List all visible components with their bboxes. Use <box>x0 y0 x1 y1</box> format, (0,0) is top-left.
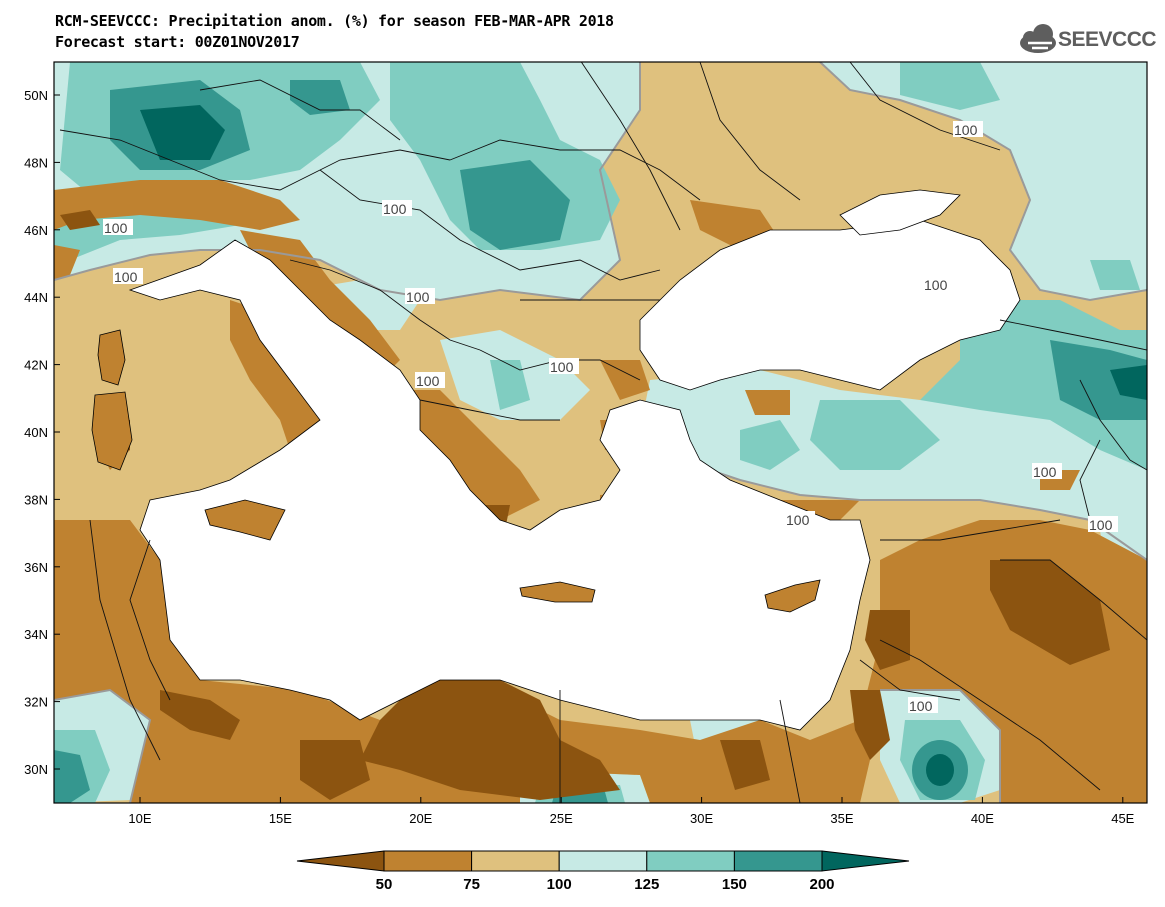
colorbar <box>296 850 910 872</box>
colorbar-box <box>558 850 648 872</box>
contour-label: 100 <box>909 698 933 714</box>
lat-label: 48N <box>24 155 48 170</box>
map-field: 100 100 100 100 100 100 100 100 100 100 … <box>54 62 1147 803</box>
colorbar-label: 75 <box>463 876 480 893</box>
contour-label: 100 <box>550 359 574 375</box>
lat-label: 30N <box>24 762 48 777</box>
longitude-axis: 10E 15E 20E 25E 30E 35E 40E 45E <box>128 797 1135 826</box>
lat-label: 46N <box>24 223 48 238</box>
lat-label: 40N <box>24 425 48 440</box>
lat-label: 36N <box>24 560 48 575</box>
contour-label: 100 <box>954 122 978 138</box>
lat-label: 42N <box>24 358 48 373</box>
logo-text: SEEVCCC <box>1058 28 1157 51</box>
colorbar-label: 100 <box>546 876 572 893</box>
lon-label: 25E <box>550 811 573 826</box>
colorbar-label: 50 <box>375 876 393 893</box>
colorbar-label: 125 <box>634 876 660 893</box>
lat-label: 44N <box>24 290 48 305</box>
lat-label: 34N <box>24 627 48 642</box>
lon-label: 30E <box>690 811 713 826</box>
latitude-axis: 50N 48N 46N 44N 42N 40N 38N 36N 34N 32N 30N <box>24 88 60 777</box>
colorbar-box <box>471 850 560 872</box>
lon-label: 15E <box>269 811 292 826</box>
contour-label: 100 <box>383 201 407 217</box>
lon-label: 40E <box>971 811 994 826</box>
colorbar-under-triangle <box>296 850 385 872</box>
lon-label: 45E <box>1111 811 1134 826</box>
lon-label: 20E <box>409 811 432 826</box>
contour-label: 100 <box>416 373 440 389</box>
contour-label: 100 <box>104 220 128 236</box>
lon-label: 35E <box>830 811 853 826</box>
lat-label: 38N <box>24 492 48 507</box>
colorbar-label: 200 <box>809 876 835 893</box>
cloud-icon <box>1020 24 1056 53</box>
forecast-start-label: Forecast start: 00Z01NOV2017 <box>55 33 300 51</box>
contour-label: 100 <box>1089 517 1113 533</box>
contour-label: 100 <box>114 269 138 285</box>
contour-label: 100 <box>786 512 810 528</box>
anomaly-200-plus-zones <box>140 105 1147 786</box>
contour-label: 100 <box>1033 464 1057 480</box>
colorbar-box <box>646 850 735 872</box>
colorbar-label: 150 <box>721 876 747 893</box>
contour-label: 100 <box>924 277 948 293</box>
lat-label: 32N <box>24 695 48 710</box>
lat-label: 50N <box>24 88 48 103</box>
colorbar-box <box>733 850 823 872</box>
islands <box>91 329 821 613</box>
contour-labels: 100 100 100 100 100 100 100 100 100 100 … <box>103 121 1118 714</box>
sea-areas <box>128 189 1021 731</box>
country-borders <box>59 62 1147 803</box>
map-title: RCM-SEEVCCC: Precipitation anom. (%) for… <box>55 12 614 30</box>
lon-label: 10E <box>128 811 151 826</box>
contour-label: 100 <box>406 289 430 305</box>
colorbar-box <box>383 850 473 872</box>
colorbar-over-triangle <box>821 850 910 872</box>
